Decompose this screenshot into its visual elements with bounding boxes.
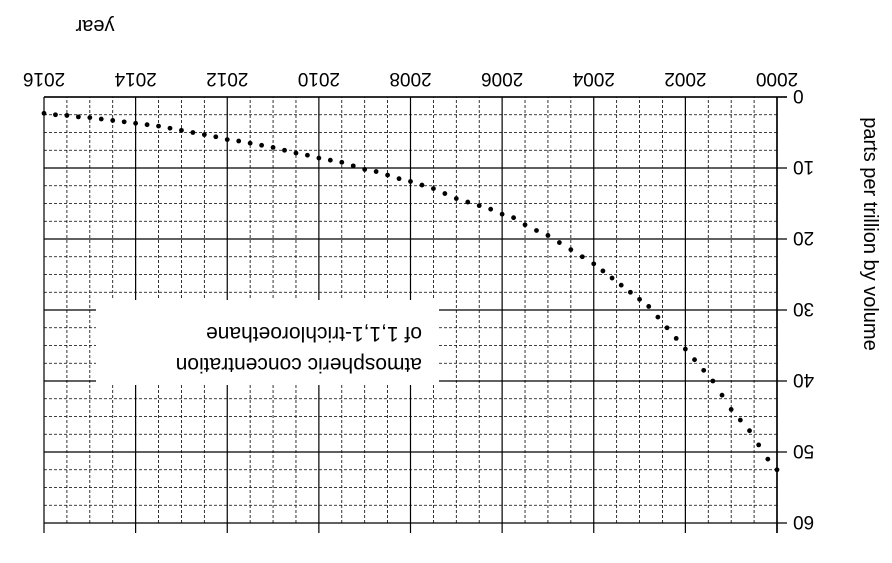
annotation-line-2: of 1,1,1-trichloroethane: [206, 322, 422, 345]
y-tick-label: 60: [793, 511, 814, 532]
y-tick-label: 10: [793, 156, 814, 177]
data-point: [224, 137, 230, 142]
data-point: [453, 196, 459, 201]
data-point: [756, 442, 762, 448]
x-tick-label: 2000: [756, 68, 798, 89]
data-point: [522, 222, 528, 228]
data-point: [646, 304, 652, 309]
x-tick-label: 2014: [114, 68, 157, 89]
data-point: [747, 428, 752, 434]
data-point: [710, 378, 716, 384]
data-point: [373, 169, 379, 174]
x-tick-label: 2004: [572, 68, 615, 89]
x-tick-label: 2016: [23, 68, 65, 89]
x-tick-labels: 2000 2002 2004 2006 2008 2010 2012 2014 2016: [23, 68, 798, 89]
annotation-box: atmospheric concentration of 1,1,1-trich…: [96, 300, 439, 385]
data-point: [476, 203, 482, 209]
data-point: [442, 191, 448, 196]
data-point: [75, 114, 81, 120]
y-axis-label: parts per trillion by volume: [859, 117, 881, 350]
data-point: [350, 163, 356, 169]
data-point: [701, 367, 707, 373]
data-point: [213, 134, 219, 140]
data-point: [728, 407, 734, 412]
y-tick-label: 0: [793, 85, 804, 106]
data-point: [609, 275, 615, 281]
data-point: [488, 206, 494, 212]
data-point: [247, 140, 253, 146]
data-point: [190, 130, 196, 135]
data-point: [465, 199, 471, 205]
data-point: [64, 113, 70, 118]
data-point: [87, 115, 93, 120]
data-point: [270, 145, 276, 150]
data-point: [719, 392, 725, 398]
data-point: [201, 132, 207, 138]
x-tick-label: 2002: [664, 68, 706, 89]
data-point: [133, 120, 139, 126]
data-point: [41, 110, 47, 116]
data-point: [293, 150, 299, 156]
data-point: [98, 116, 104, 122]
data-point: [408, 179, 413, 184]
data-point: [628, 289, 633, 295]
data-point: [396, 176, 402, 182]
data-point: [664, 325, 670, 331]
data-point: [305, 152, 310, 158]
data-point: [545, 233, 551, 238]
y-tick-label: 50: [793, 440, 814, 461]
y-tick-label: 20: [793, 227, 814, 248]
data-point: [385, 172, 390, 178]
annotation-background: [96, 300, 439, 385]
y-tick-labels: 0 10 20 30 40 50 60: [793, 85, 814, 532]
data-point: [556, 240, 562, 245]
x-tick-label: 2010: [298, 68, 340, 89]
annotation-line-1: atmospheric concentration: [176, 353, 422, 376]
data-point: [499, 211, 505, 217]
data-point: [568, 247, 574, 253]
data-point: [600, 268, 606, 274]
data-point: [431, 186, 436, 191]
x-axis-label: year: [75, 15, 114, 37]
data-point: [144, 122, 150, 128]
x-tick-label: 2006: [481, 68, 523, 89]
x-tick-label: 2012: [206, 68, 248, 89]
y-tick-label: 40: [793, 369, 814, 390]
x-tick-label: 2008: [389, 68, 431, 89]
axes: [44, 96, 787, 533]
data-point: [339, 159, 345, 165]
data-point: [179, 127, 184, 133]
data-point: [511, 215, 516, 221]
data-point: [419, 182, 425, 188]
data-point: [327, 157, 333, 163]
data-point: [110, 118, 116, 123]
data-point: [765, 456, 771, 462]
data-point: [259, 142, 265, 148]
data-point: [316, 155, 322, 161]
data-point: [121, 119, 127, 125]
data-point: [591, 261, 597, 267]
data-point: [692, 357, 697, 363]
data-point: [737, 417, 743, 423]
data-point: [637, 296, 642, 302]
data-point: [655, 314, 661, 320]
data-point: [167, 125, 173, 131]
data-point: [236, 138, 242, 144]
data-point: [53, 112, 58, 118]
data-point: [579, 254, 585, 260]
data-point: [534, 228, 539, 233]
y-tick-label: 30: [793, 298, 814, 319]
data-point: [618, 282, 624, 288]
data-point: [156, 123, 161, 129]
data-point: [282, 147, 287, 153]
data-point: [673, 336, 679, 341]
data-point: [682, 346, 688, 352]
data-point: [362, 167, 368, 172]
data-point: [774, 467, 780, 473]
data-points: [41, 110, 780, 473]
